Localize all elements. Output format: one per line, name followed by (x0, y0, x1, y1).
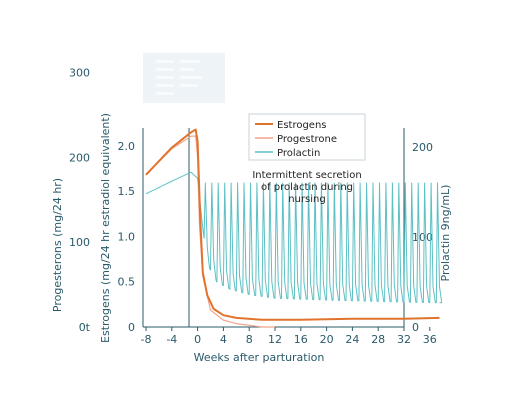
x-tick-label: 8 (246, 333, 253, 346)
tick-layer: -8 -4 0 4 8 12 16 20 24 28 32 36 0t 100 200 300 0 0.5 1.0 1… (69, 66, 437, 346)
x-tick-label: 0 (194, 333, 201, 346)
estrogens-tick-label: 0.5 (118, 276, 136, 289)
estrogens-tick-label: 0 (128, 321, 135, 334)
x-tick-label: -4 (166, 333, 177, 346)
x-tick-label: 4 (220, 333, 227, 346)
series-line-prolactin (145, 171, 443, 304)
estrogens-tick-label: 1.5 (118, 185, 136, 198)
x-tick-label: -8 (141, 333, 152, 346)
annotation-line-3: nursing (288, 194, 325, 205)
series-line-estrogens (145, 128, 440, 321)
progesterone-tick-label: 300 (69, 66, 90, 79)
progesterone-tick-label: 100 (69, 236, 90, 249)
prolactin-tick-label: 100 (412, 231, 433, 244)
x-tick-label: 12 (268, 333, 282, 346)
prolactin-tick-label: 200 (412, 141, 433, 154)
annotation: Intermittent secretion of prolactin duri… (252, 170, 361, 205)
progesterone-tick-label: 0t (79, 321, 91, 334)
watermark-icon (143, 53, 225, 103)
x-tick-label: 20 (320, 333, 334, 346)
x-axis-title: Weeks after parturation (194, 351, 325, 364)
series-layer (145, 128, 443, 328)
legend: Estrogens Progestrone Prolactin (248, 113, 366, 161)
x-tick-label: 32 (397, 333, 411, 346)
legend-label-progestrone: Progestrone (277, 134, 337, 145)
prolactin-tick-label: 0 (412, 321, 419, 334)
progesterone-tick-label: 200 (69, 151, 90, 164)
estrogen-axis-title: Estrogens (mg/24 hr estradiol equivalent… (99, 113, 112, 343)
x-tick-label: 24 (345, 333, 359, 346)
series-line-progestrone (145, 135, 275, 328)
legend-label-estrogens: Estrogens (277, 120, 327, 131)
estrogens-tick-label: 1.0 (118, 230, 136, 243)
progesterone-axis-title: Progesterons (mg/24 hr) (51, 178, 64, 312)
x-tick-label: 36 (423, 333, 437, 346)
x-tick-label: 16 (294, 333, 308, 346)
prolactin-axis-title: Prolactin 9ng/mL) (439, 185, 452, 282)
legend-label-prolactin: Prolactin (277, 148, 320, 159)
annotation-line-2: of prolactin during (261, 182, 353, 193)
annotation-line-1: Intermittent secretion (252, 170, 361, 181)
estrogens-tick-label: 2.0 (118, 140, 136, 153)
x-tick-label: 28 (371, 333, 385, 346)
